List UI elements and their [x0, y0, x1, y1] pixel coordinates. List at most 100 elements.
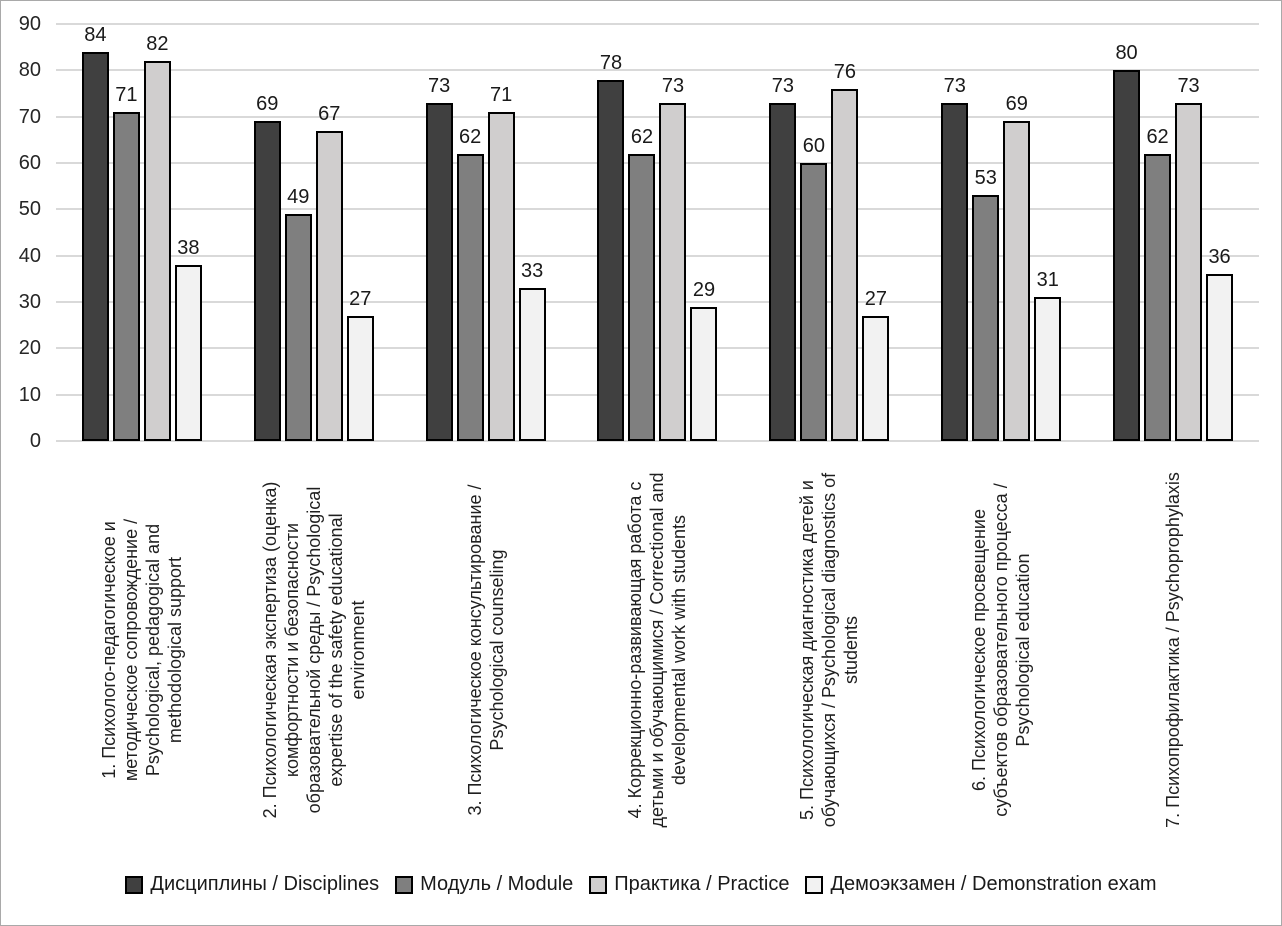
legend-marker-icon [125, 875, 144, 894]
y-tick-label: 90 [18, 13, 41, 35]
x-category-label: 3. Психологическое консультирование / Ps… [400, 444, 572, 856]
bar-value-label: 73 [943, 74, 966, 97]
bar-value-label: 67 [318, 102, 341, 125]
bar-value-label: 49 [287, 185, 310, 208]
bar [315, 130, 343, 441]
y-tick-label: 50 [18, 198, 41, 221]
bar [346, 315, 374, 441]
bar [284, 213, 312, 441]
legend-label: Модуль / Module [420, 873, 574, 895]
bar [628, 153, 656, 441]
bar-value-label: 78 [599, 51, 623, 74]
legend-item: Практика / Practice [589, 873, 789, 896]
bar [1034, 297, 1062, 441]
legend-marker-icon [395, 875, 414, 894]
y-tick-label: 10 [18, 383, 41, 406]
gridline [56, 347, 1259, 350]
y-tick-label: 20 [18, 337, 41, 360]
bar-value-label: 27 [864, 287, 887, 310]
x-category-label: 7. Психопрофилактика / Psychoprophylaxis [1087, 444, 1259, 856]
y-tick-label: 30 [18, 291, 41, 313]
bar-value-label: 73 [1177, 74, 1200, 97]
bar-group: 73 53 69 31 [915, 24, 1087, 441]
gridline [56, 208, 1259, 211]
bar-value-label: 53 [974, 167, 997, 190]
bar-value-label: 71 [115, 84, 138, 107]
bar-value-label: 31 [1036, 269, 1059, 292]
gridline [56, 69, 1259, 72]
bar [81, 51, 109, 441]
bar-value-label: 33 [521, 260, 544, 283]
gridline [56, 254, 1259, 257]
bar-value-label: 69 [1005, 93, 1028, 116]
bar [174, 264, 202, 441]
legend-label: Демоэкзамен / Demonstration exam [830, 873, 1157, 895]
bar [456, 153, 484, 441]
x-axis-labels: 1. Психолого-педагогическое и методическ… [56, 444, 1259, 856]
bar [800, 163, 828, 441]
legend-label: Дисциплины / Disciplines [150, 873, 380, 895]
bar-value-label: 76 [833, 60, 856, 83]
legend-item: Модуль / Module [395, 873, 573, 896]
bar-value-label: 27 [349, 287, 372, 310]
bar-value-label: 73 [661, 74, 685, 97]
bar [941, 102, 969, 441]
gridline [56, 440, 1259, 442]
bar-group: 69 49 67 27 [228, 24, 400, 441]
bar-value-label: 69 [256, 93, 279, 116]
bar-value-label: 84 [84, 23, 107, 46]
legend-marker-icon [805, 875, 824, 894]
legend-label: Практика / Practice [614, 873, 790, 895]
x-category-label: 1. Психолого-педагогическое и методическ… [56, 444, 228, 856]
bar-group: 73 60 76 27 [743, 24, 915, 441]
bar-group: 73 62 71 33 [400, 24, 572, 441]
bar-value-label: 38 [177, 236, 200, 259]
x-category-label-text: 3. Психологическое консультирование / Ps… [464, 484, 507, 816]
bar [972, 195, 1000, 441]
bar [487, 112, 515, 441]
bar-value-label: 62 [459, 125, 482, 148]
bar [597, 79, 625, 441]
y-tick-label: 60 [18, 152, 41, 174]
x-category-label-text: 6. Психологическое просвещение субъектов… [969, 483, 1034, 817]
bar [1144, 153, 1172, 441]
gridline [56, 115, 1259, 118]
bar [1206, 274, 1234, 441]
bar [831, 88, 859, 441]
legend-marker-icon [589, 875, 608, 894]
x-category-label: 5. Психологическая диагностика детей и о… [743, 444, 915, 856]
bar [690, 306, 718, 441]
x-category-label-text: 7. Психопрофилактика / Psychoprophylaxis [1163, 472, 1184, 828]
bar-group: 78 62 73 29 [572, 24, 744, 441]
bar-value-label: 73 [771, 74, 794, 97]
bar [659, 102, 687, 441]
bar [518, 288, 546, 441]
legend-item: Демоэкзамен / Demonstration exam [805, 873, 1157, 896]
bar-value-label: 60 [802, 135, 825, 157]
bar-value-label: 62 [630, 125, 654, 148]
bar [143, 61, 171, 441]
bar [112, 112, 140, 441]
x-category-label-text: 1. Психолого-педагогическое и методическ… [98, 518, 185, 782]
legend: Дисциплины / Disciplines Модуль / Module П… [1, 873, 1281, 896]
gridline [56, 301, 1259, 303]
x-category-label-text: 5. Психологическая диагностика детей и о… [797, 472, 862, 828]
bar [425, 102, 453, 441]
bar [253, 121, 281, 441]
plot-area: 84 71 82 38 69 49 67 27 73 62 71 33 78 62 73 29 73 60 76 27… [56, 23, 1259, 442]
x-category-label: 4. Коррекционно-развивающая работа с дет… [572, 444, 744, 856]
bar [1003, 121, 1031, 441]
bar-value-label: 36 [1208, 246, 1231, 269]
y-tick-label: 70 [18, 105, 41, 128]
legend-item: Дисциплины / Disciplines [125, 873, 379, 896]
bar-value-label: 73 [428, 74, 451, 97]
bar-value-label: 82 [146, 33, 169, 56]
y-tick-label: 40 [18, 244, 41, 267]
y-tick-label: 80 [18, 59, 41, 82]
bar [1175, 102, 1203, 441]
gridline [56, 162, 1259, 164]
bar [862, 315, 890, 441]
bar [1113, 70, 1141, 441]
gridline [56, 393, 1259, 396]
